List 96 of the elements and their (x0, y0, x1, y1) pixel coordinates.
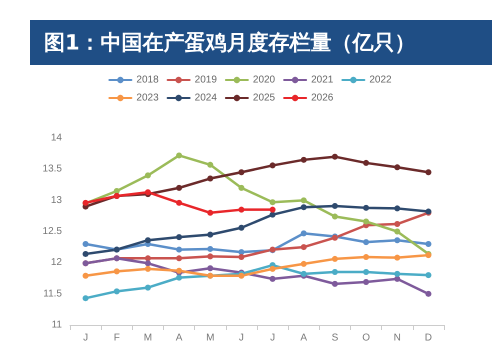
legend-label: 2022 (369, 74, 392, 86)
point (270, 206, 276, 213)
chart-title: 图1：中国在产蛋鸡月度存栏量（亿只） (44, 30, 416, 54)
point (144, 284, 151, 291)
point (300, 244, 307, 250)
point (363, 269, 370, 276)
legend-label: 2024 (194, 92, 218, 104)
point (176, 200, 182, 206)
x-tick-label: J (270, 332, 276, 344)
point (238, 254, 244, 260)
x-tick-label: S (332, 332, 339, 344)
legend-label: 2023 (136, 92, 160, 104)
point (144, 172, 151, 178)
x-tick-label: M (144, 332, 152, 344)
legend-label: 2019 (194, 74, 218, 86)
x-tick-label: M (206, 332, 214, 344)
point (207, 210, 214, 216)
point (176, 152, 182, 158)
point (238, 184, 244, 191)
point (270, 266, 276, 272)
point (363, 239, 370, 246)
point (207, 246, 214, 252)
point (300, 156, 307, 163)
y-tick-label: 13 (50, 194, 62, 206)
point (176, 234, 182, 240)
point (176, 246, 182, 253)
point (114, 288, 120, 294)
point (144, 266, 151, 272)
point (394, 254, 400, 261)
point (207, 253, 214, 260)
y-tick-label: 12 (50, 257, 62, 268)
point (300, 204, 307, 210)
point (82, 295, 89, 302)
legend-label: 2025 (252, 92, 276, 104)
y-tick-label: 11 (52, 320, 62, 330)
point (270, 212, 276, 218)
point (425, 240, 432, 247)
point (363, 204, 370, 211)
point (332, 256, 338, 262)
point (207, 265, 214, 272)
y-tick-label: 12.5 (42, 226, 62, 237)
point (176, 274, 182, 281)
legend-label: 2018 (136, 74, 160, 86)
point (238, 224, 244, 231)
y-tick-label: 14 (50, 132, 62, 144)
point (425, 290, 432, 297)
point (176, 184, 182, 191)
point (394, 221, 400, 228)
point (332, 269, 338, 276)
point (425, 272, 432, 278)
point (207, 176, 214, 182)
point (238, 206, 244, 213)
y-tick-label: 13.5 (42, 164, 62, 175)
x-tick-label: A (176, 332, 183, 344)
point (82, 240, 89, 247)
point (363, 218, 370, 225)
point (332, 214, 338, 220)
point (363, 278, 370, 285)
point (144, 260, 151, 266)
point (332, 202, 338, 209)
point (82, 272, 89, 279)
point (270, 276, 276, 282)
x-tick-label: D (424, 332, 432, 344)
legend-label: 2020 (252, 74, 276, 86)
y-tick-label: 11.5 (43, 288, 62, 300)
point (300, 197, 307, 204)
point (207, 162, 214, 168)
point (176, 255, 182, 262)
point (394, 237, 400, 244)
point (363, 254, 370, 260)
x-tick-label: J (83, 332, 88, 344)
point (425, 169, 432, 176)
x-tick-label: A (300, 332, 308, 344)
legend-label: 2021 (311, 74, 334, 86)
x-tick-label: J (238, 332, 244, 344)
point (394, 205, 400, 212)
point (270, 199, 276, 206)
x-tick-label: F (114, 332, 120, 344)
point (332, 154, 338, 160)
point (300, 260, 307, 267)
point (270, 162, 276, 168)
point (300, 230, 307, 236)
point (394, 164, 400, 170)
point (238, 169, 244, 176)
point (144, 237, 151, 244)
point (363, 160, 370, 166)
legend-label: 2026 (311, 92, 334, 104)
point (394, 228, 400, 234)
point (144, 255, 151, 262)
point (114, 268, 120, 274)
point (394, 270, 400, 277)
point (332, 280, 338, 287)
x-tick-label: O (362, 332, 370, 344)
x-tick-label: N (394, 332, 401, 344)
point (207, 232, 214, 238)
point (82, 250, 89, 257)
